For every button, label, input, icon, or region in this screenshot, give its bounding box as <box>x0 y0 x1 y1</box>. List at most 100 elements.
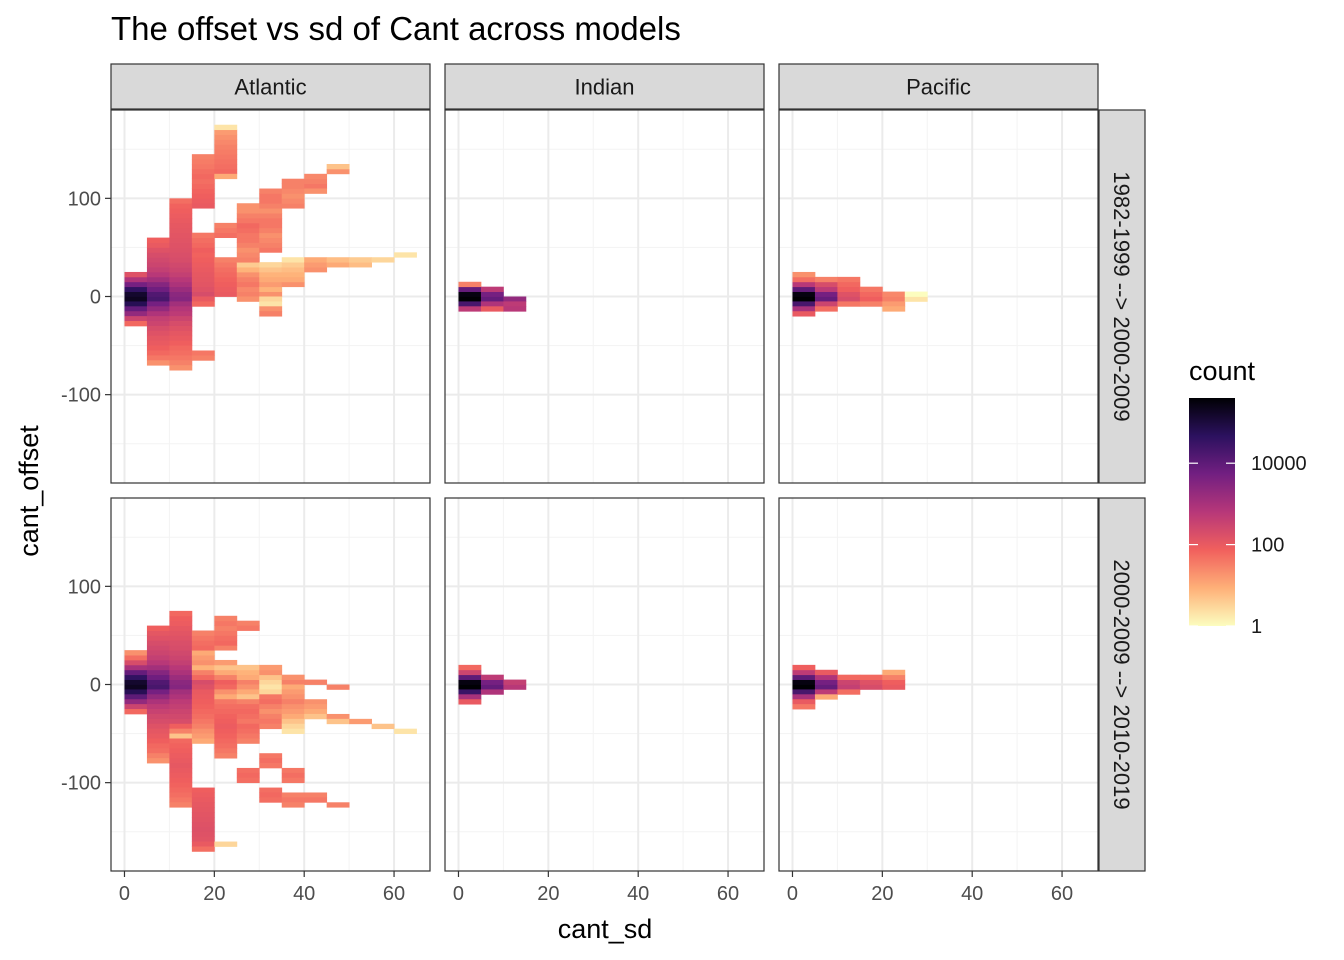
row-strip-label-2: 2000-2009 --> 2010-2019 <box>1109 559 1134 809</box>
heatmap-tile <box>837 684 861 690</box>
heatmap-tile <box>191 650 215 656</box>
heatmap-tile <box>191 826 215 833</box>
heatmap-tile <box>236 286 260 292</box>
heatmap-tile <box>124 679 148 685</box>
heatmap-tile <box>191 674 215 680</box>
panels-layer: Atlantic Indian Pacific 1982-1999 --> 2000-… <box>110 63 1146 872</box>
heatmap-tile <box>191 286 215 292</box>
heatmap-tile <box>480 684 504 690</box>
heatmap-tile <box>281 203 305 209</box>
heatmap-tile <box>146 635 170 641</box>
heatmap-tile <box>146 306 170 312</box>
heatmap-tile <box>304 173 328 180</box>
heatmap-tile <box>169 350 193 356</box>
heatmap-tile <box>124 694 148 700</box>
heatmap-tile <box>214 276 238 283</box>
y-tick-label: 100 <box>68 188 101 210</box>
heatmap-tile <box>146 718 170 725</box>
heatmap-tile <box>124 704 148 710</box>
heatmap-tile <box>236 262 260 268</box>
heatmap-tile <box>281 772 305 779</box>
heatmap-tile <box>169 753 193 759</box>
heatmap-tile <box>859 286 883 292</box>
heatmap-tile <box>259 684 283 690</box>
heatmap-tile <box>169 694 193 700</box>
heatmap-tile <box>281 281 305 288</box>
heatmap-tile <box>169 340 193 346</box>
heatmap-tile <box>191 659 215 666</box>
heatmap-tile <box>792 679 816 685</box>
heatmap-tile <box>169 301 193 307</box>
heatmap-tile <box>259 291 283 297</box>
heatmap-tile <box>146 316 170 322</box>
heatmap-tile <box>503 301 527 307</box>
heatmap-tile <box>236 267 260 273</box>
heatmap-tile <box>124 669 148 676</box>
heatmap-tile <box>169 640 193 646</box>
x-tick-label: 20 <box>203 883 225 905</box>
heatmap-tile <box>169 689 193 695</box>
y-tick-label: -100 <box>61 773 101 795</box>
heatmap-tile <box>191 242 215 248</box>
legend-tick-label: 100 <box>1251 535 1284 557</box>
heatmap-tile <box>458 281 482 288</box>
heatmap-tile <box>236 684 260 690</box>
heatmap-tile <box>281 713 305 720</box>
heatmap-tile <box>792 699 816 705</box>
heatmap-tile <box>169 743 193 749</box>
heatmap-tile <box>236 709 260 715</box>
heatmap-tile <box>124 321 148 327</box>
heatmap-tile <box>281 267 305 273</box>
heatmap-tile <box>814 674 838 680</box>
heatmap-tile <box>214 674 238 680</box>
heatmap-tile <box>304 262 328 268</box>
heatmap-tile <box>281 193 305 199</box>
heatmap-tile <box>214 704 238 710</box>
heatmap-tile <box>169 699 193 705</box>
heatmap-tile <box>191 247 215 253</box>
heatmap-tile <box>191 694 215 700</box>
heatmap-tile <box>214 267 238 273</box>
heatmap-tile <box>124 271 148 278</box>
heatmap-tile <box>169 213 193 219</box>
heatmap-tile <box>124 674 148 680</box>
heatmap-tile <box>191 645 215 651</box>
heatmap-tile <box>326 684 350 690</box>
heatmap-tile <box>236 728 260 734</box>
heatmap-tile <box>503 684 527 690</box>
heatmap-tile <box>281 718 305 725</box>
heatmap-tile <box>146 753 170 759</box>
heatmap-tile <box>191 350 215 356</box>
heatmap-tile <box>281 704 305 710</box>
heatmap-tile <box>146 709 170 715</box>
heatmap-tile <box>236 777 260 784</box>
column-strip-pacific <box>778 63 1099 110</box>
heatmap-tile <box>259 797 283 803</box>
heatmap-tile <box>214 841 238 847</box>
heatmap-tile <box>191 163 215 170</box>
heatmap-tile <box>214 640 238 646</box>
heatmap-tile <box>191 173 215 180</box>
heatmap-tile <box>792 286 816 292</box>
heatmap-tile <box>304 257 328 263</box>
heatmap-tile <box>191 684 215 690</box>
panel-border <box>778 109 1099 484</box>
heatmap-tile <box>214 124 238 131</box>
heatmap-tile <box>191 787 215 793</box>
heatmap-tile <box>281 767 305 774</box>
heatmap-tile <box>259 198 283 204</box>
heatmap-tile <box>503 306 527 312</box>
heatmap-tile <box>169 296 193 302</box>
legend-colorbar <box>1189 398 1235 626</box>
heatmap-tile <box>214 738 238 744</box>
heatmap-tile <box>458 679 482 685</box>
heatmap-tile <box>191 733 215 739</box>
heatmap-tile <box>259 286 283 292</box>
heatmap-tile <box>792 311 816 317</box>
heatmap-tile <box>124 655 148 661</box>
heatmap-tile <box>236 257 260 263</box>
heatmap-tile <box>146 713 170 720</box>
heatmap-tile <box>191 669 215 676</box>
heatmap-tile <box>214 139 238 145</box>
heatmap-tile <box>191 723 215 730</box>
